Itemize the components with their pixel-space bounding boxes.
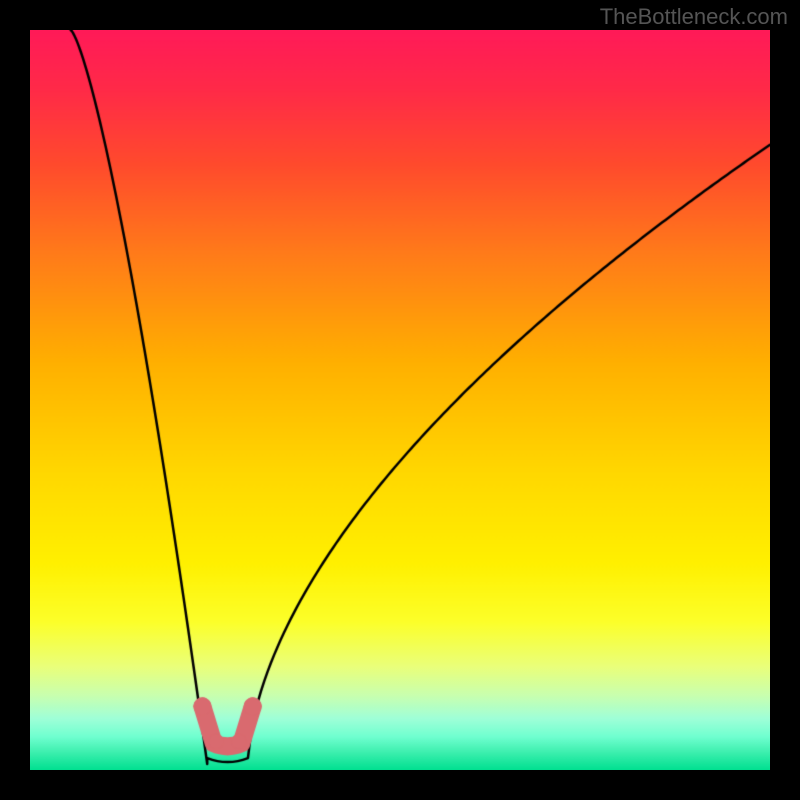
bottleneck-chart (30, 30, 770, 770)
watermark-text: TheBottleneck.com (600, 4, 788, 30)
chart-canvas (30, 30, 770, 770)
